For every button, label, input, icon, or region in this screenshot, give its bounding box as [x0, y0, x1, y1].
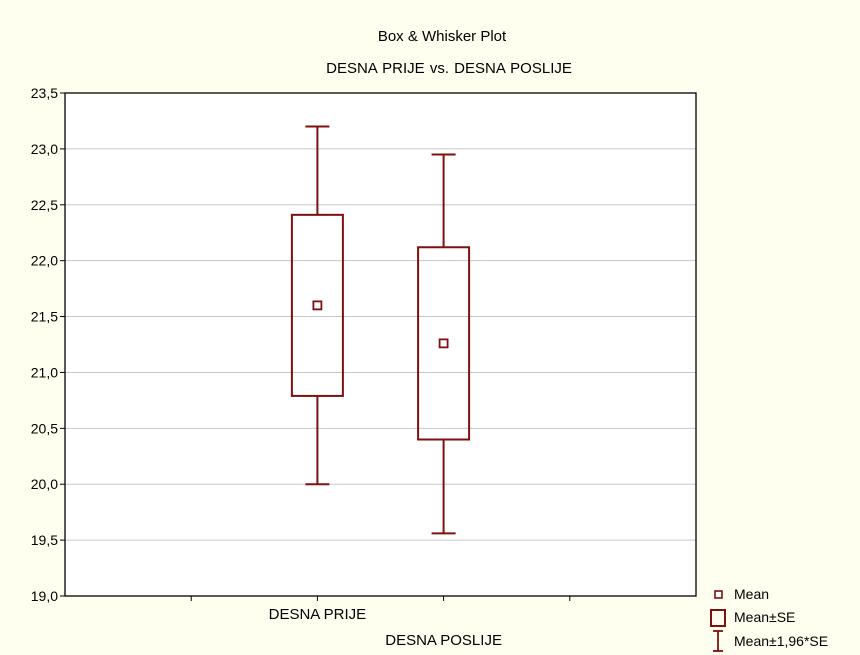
- box-series: [290, 125, 471, 535]
- y-tick-label: 19,0: [31, 588, 58, 604]
- legend: Mean Mean±SE Mean±1,96*SE: [710, 586, 828, 652]
- y-tick-label: 23,0: [31, 141, 58, 157]
- y-axis-tick-labels: 19,0 19,5 20,0 20,5 21,0 21,5 22,0 22,5 23,0 23,5: [31, 85, 58, 604]
- legend-label: Mean: [734, 586, 769, 602]
- x-axis-category-labels: DESNA PRIJE DESNA POSLIJE: [269, 606, 502, 649]
- x-category-label: DESNA POSLIJE: [385, 632, 502, 649]
- se-box: [290, 213, 344, 397]
- x-category-label: DESNA PRIJE: [269, 606, 367, 623]
- chart-subtitle: DESNA PRIJE vs. DESNA POSLIJE: [326, 60, 572, 77]
- y-axis-ticks: [60, 92, 65, 597]
- y-tick-label: 20,5: [31, 420, 58, 436]
- legend-se-swatch: [710, 609, 726, 627]
- plot-frame: [64, 92, 697, 597]
- plot-area: [65, 93, 696, 596]
- mean-marker: [312, 300, 323, 311]
- y-tick-label: 22,0: [31, 253, 58, 269]
- grid-lines: [65, 148, 696, 541]
- legend-label: Mean±SE: [734, 609, 795, 625]
- x-axis-ticks: [190, 596, 571, 601]
- legend-mean-swatch: [714, 590, 723, 599]
- chart-title: Box & Whisker Plot: [378, 28, 507, 45]
- se-box: [417, 246, 471, 441]
- y-tick-label: 21,0: [31, 364, 58, 380]
- y-tick-label: 23,5: [31, 85, 58, 101]
- y-tick-label: 20,0: [31, 476, 58, 492]
- legend-label: Mean±1,96*SE: [734, 633, 828, 649]
- mean-marker: [438, 338, 449, 349]
- y-tick-label: 21,5: [31, 309, 58, 325]
- y-tick-label: 19,5: [31, 532, 58, 548]
- y-tick-label: 22,5: [31, 197, 58, 213]
